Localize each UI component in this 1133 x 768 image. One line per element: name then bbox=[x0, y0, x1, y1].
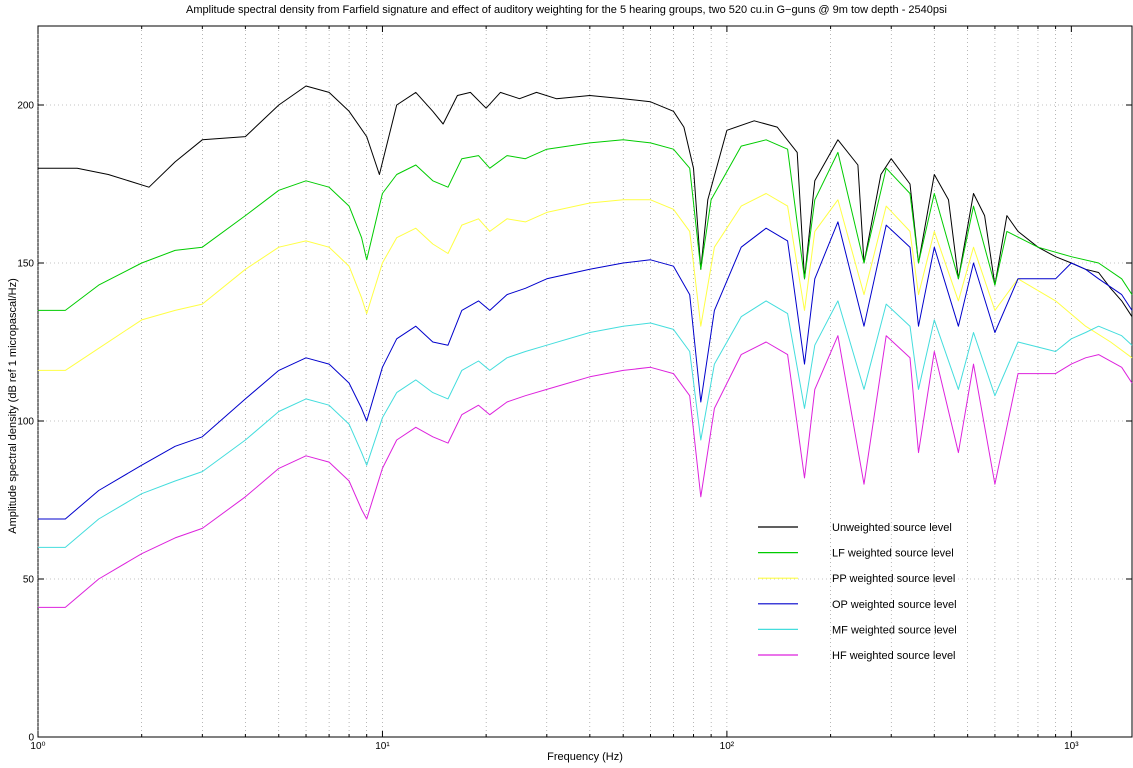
legend-label: MF weighted source level bbox=[832, 624, 957, 636]
series-line-6 bbox=[38, 335, 1133, 608]
x-axis-label: Frequency (Hz) bbox=[547, 751, 623, 763]
chart-title: Amplitude spectral density from Farfield… bbox=[186, 4, 947, 16]
plot-area bbox=[37, 25, 1133, 738]
legend-label: PP weighted source level bbox=[832, 573, 955, 585]
y-tick-label: 0 bbox=[28, 733, 34, 744]
series-line-4 bbox=[38, 221, 1133, 520]
y-tick-label: 50 bbox=[23, 575, 35, 586]
series-line-5 bbox=[38, 300, 1133, 548]
series-line-3 bbox=[38, 193, 1133, 371]
y-tick-label: 150 bbox=[17, 259, 34, 270]
x-tick-label: 10² bbox=[720, 741, 735, 752]
x-tick-label: 10⁰ bbox=[30, 741, 45, 752]
legend-label: Unweighted source level bbox=[832, 522, 952, 534]
x-tick-label: 10³ bbox=[1064, 741, 1079, 752]
x-tick-label: 10¹ bbox=[375, 741, 390, 752]
legend-label: OP weighted source level bbox=[832, 599, 957, 611]
series-line-2 bbox=[38, 139, 1133, 311]
legend-label: LF weighted source level bbox=[832, 548, 954, 560]
legend-label: HF weighted source level bbox=[832, 650, 956, 662]
y-tick-label: 200 bbox=[17, 101, 34, 112]
y-tick-label: 100 bbox=[17, 417, 34, 428]
